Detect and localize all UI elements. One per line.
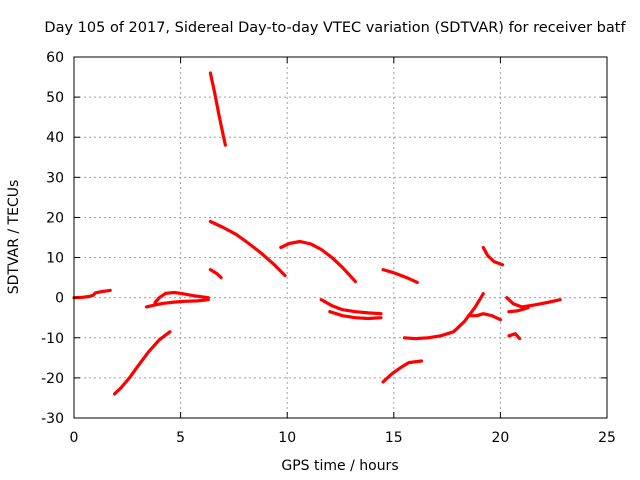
y-tick-label: -30	[41, 411, 64, 427]
data-arc-arc-07	[208, 268, 223, 280]
x-tick-label: 15	[385, 430, 403, 446]
y-tick-label: 30	[46, 170, 64, 186]
y-tick-label: 50	[46, 90, 64, 106]
y-tick-label: -10	[41, 331, 64, 347]
data-arc-arc-04	[153, 290, 210, 305]
grid	[74, 57, 607, 418]
data-arc-arc-12	[381, 359, 424, 384]
data-arc-arc-11	[381, 268, 419, 284]
data-arc-arc-14	[466, 312, 502, 322]
y-tick-label: 60	[46, 50, 64, 66]
data-arc-arc-10	[328, 310, 383, 321]
y-tick-label: 0	[55, 291, 64, 307]
data-series	[72, 71, 562, 396]
data-arc-arc-02	[112, 330, 172, 396]
x-tick-label: 0	[70, 430, 79, 446]
x-tick-label: 10	[278, 430, 296, 446]
data-arc-arc-15	[481, 245, 505, 267]
data-arc-arc-13	[402, 292, 485, 341]
x-axis-label: GPS time / hours	[281, 458, 398, 474]
x-tick-label: 20	[491, 430, 509, 446]
data-arc-arc-01	[72, 288, 112, 300]
data-arc-arc-16	[505, 296, 562, 309]
x-tick-label: 5	[176, 430, 185, 446]
data-arc-arc-18	[507, 332, 522, 341]
plot-frame	[73, 56, 608, 419]
x-tick-label: 25	[598, 430, 616, 446]
y-tick-label: 40	[46, 130, 64, 146]
y-tick-label: 20	[46, 210, 64, 226]
y-tick-label: -20	[41, 371, 64, 387]
y-axis-label: SDTVAR / TECUs	[6, 180, 22, 295]
data-arc-arc-06	[208, 219, 287, 278]
y-tick-label: 10	[46, 251, 64, 267]
data-arc-arc-03	[144, 298, 210, 309]
chart-title: Day 105 of 2017, Sidereal Day-to-day VTE…	[44, 20, 626, 36]
data-arc-arc-09	[319, 298, 383, 316]
axis-ticks: 0 5 10 15 20 25 -30 -20 -10 0 10 20 30 40 50 60	[41, 50, 616, 446]
data-arc-arc-05	[208, 71, 227, 147]
data-arc-arc-08	[279, 239, 357, 284]
data-arc-arc-17	[507, 306, 530, 314]
